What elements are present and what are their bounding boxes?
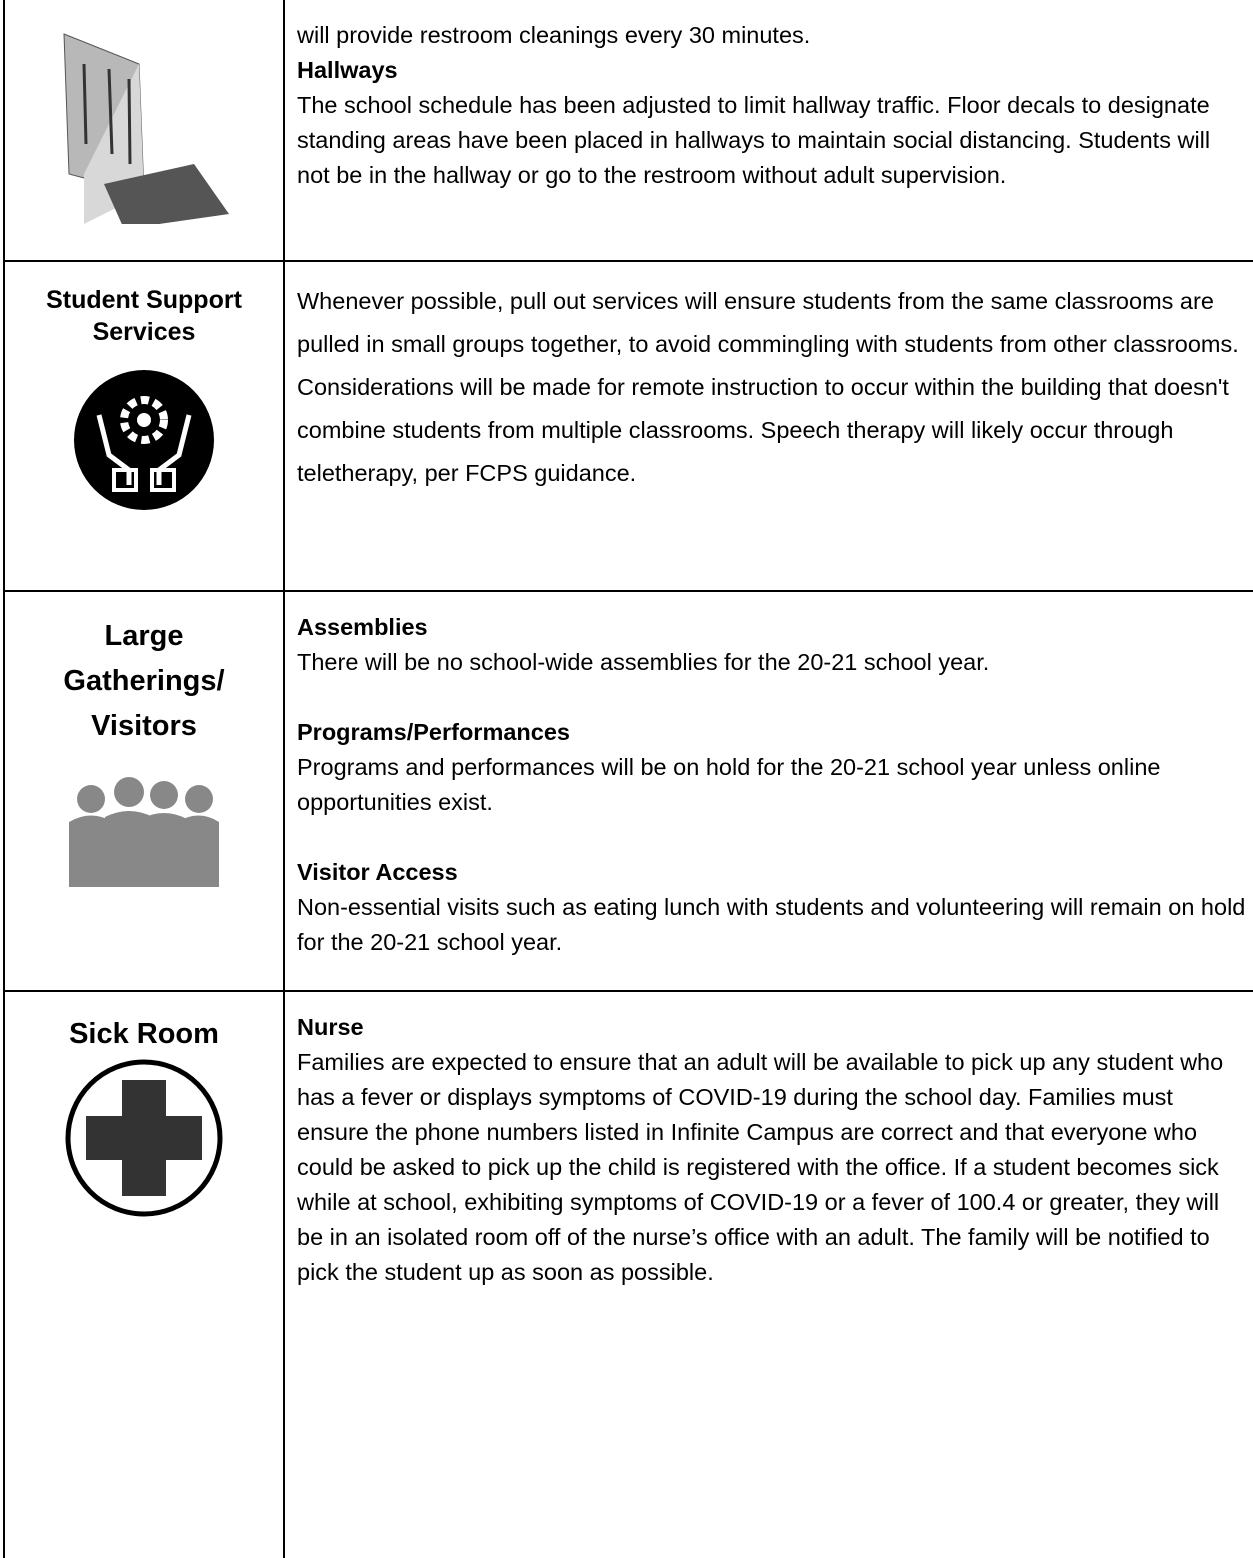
row-content: Whenever possible, pull out services wil… xyxy=(297,280,1247,530)
table-row: will provide restroom cleanings every 30… xyxy=(3,0,1253,262)
paragraph: Non-essential visits such as eating lunc… xyxy=(297,894,1246,955)
row-content: Nurse Families are expected to ensure th… xyxy=(297,1010,1247,1325)
row-label: Large Gatherings/ Visitors xyxy=(63,620,225,742)
section-heading: Assemblies xyxy=(297,614,428,640)
paragraph: Programs and performances will be on hol… xyxy=(297,754,1161,815)
row-label-cell: Student Support Services xyxy=(3,262,285,592)
section-heading: Nurse xyxy=(297,1014,364,1040)
row-content: Assemblies There will be no school-wide … xyxy=(297,610,1247,960)
table-row: Sick Room Nurse Families are expected to… xyxy=(3,990,1253,1558)
support-icon xyxy=(74,370,214,510)
first-aid-icon xyxy=(65,1059,223,1217)
row-label: Sick Room xyxy=(69,1018,219,1050)
paragraph: Families are expected to ensure that an … xyxy=(297,1049,1224,1285)
row-label-cell: Large Gatherings/ Visitors xyxy=(3,592,285,992)
paragraph: The school schedule has been adjusted to… xyxy=(297,92,1211,188)
hallway-icon xyxy=(63,33,229,224)
paragraph: There will be no school-wide assemblies … xyxy=(297,649,990,675)
section-heading: Hallways xyxy=(297,57,398,83)
table-row: Large Gatherings/ Visitors Assemblies Th… xyxy=(3,590,1253,992)
section-heading: Programs/Performances xyxy=(297,719,570,745)
table-row: Student Support Services Whenever possib… xyxy=(3,260,1253,592)
row-content: will provide restroom cleanings every 30… xyxy=(297,18,1247,228)
people-icon xyxy=(69,777,219,887)
row-label-cell: Sick Room xyxy=(3,992,285,1558)
row-label: Student Support Services xyxy=(46,286,242,346)
row-label-cell xyxy=(3,0,285,262)
paragraph: will provide restroom cleanings every 30… xyxy=(297,22,811,48)
section-heading: Visitor Access xyxy=(297,859,458,885)
paragraph: Whenever possible, pull out services wil… xyxy=(297,288,1239,486)
